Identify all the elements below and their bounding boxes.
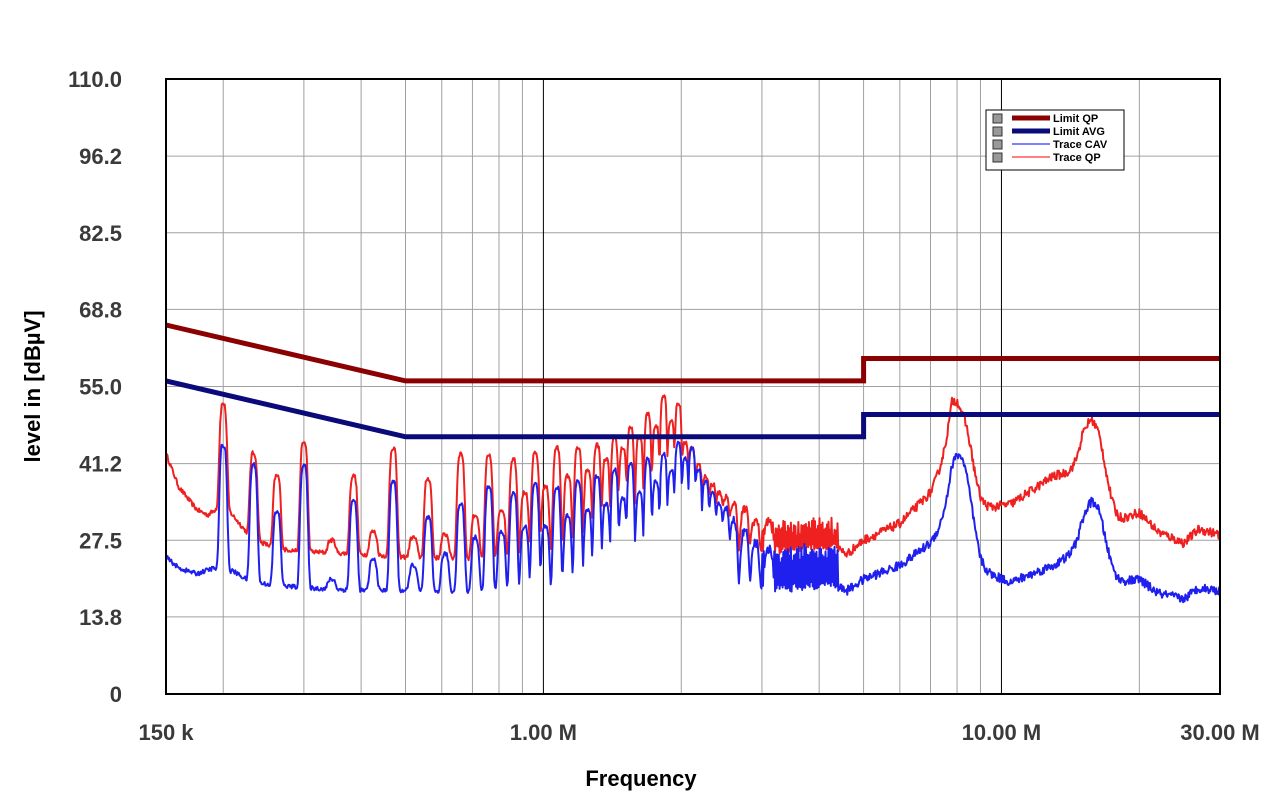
y-tick-label: 0	[110, 682, 122, 707]
x-tick-label: 10.00 M	[962, 720, 1042, 745]
y-tick-label: 110.0	[68, 67, 122, 92]
y-tick-label: 41.2	[79, 452, 122, 477]
y-axis-title: level in [dBµV]	[20, 310, 45, 462]
legend-label: Limit QP	[1053, 113, 1098, 125]
legend-label: Trace CAV	[1053, 139, 1108, 151]
plot-frame	[165, 78, 1221, 695]
legend-label: Trace QP	[1053, 152, 1101, 164]
limit-limit-qp	[165, 322, 1220, 384]
trace-trace-cav	[165, 440, 1221, 604]
legend-checkbox	[992, 113, 1003, 124]
x-axis-title: Frequency	[585, 766, 697, 791]
x-tick-label: 1.00 M	[510, 720, 577, 745]
y-tick-label: 13.8	[79, 605, 122, 630]
x-tick-label: 150 k	[138, 720, 194, 745]
x-axis-ticks: 150 k 1.00 M 10.00 M 30.00 M	[138, 720, 1259, 745]
legend-checkbox	[992, 139, 1003, 150]
limit-layer	[165, 322, 1220, 440]
trace-layer	[165, 394, 1221, 604]
y-tick-label: 82.5	[79, 221, 122, 246]
x-tick-label: 30.00 M	[1180, 720, 1260, 745]
legend-label: Limit AVG	[1053, 126, 1105, 138]
y-tick-label: 96.2	[79, 144, 122, 169]
y-tick-label: 27.5	[79, 528, 122, 553]
legend-checkbox	[992, 126, 1003, 137]
y-tick-label: 55.0	[79, 375, 122, 400]
limit-limit-avg	[165, 378, 1220, 440]
y-axis-ticks: 0 13.8 27.5 41.2 55.0 68.8 82.5 96.2 110.0	[68, 67, 122, 707]
legend-box	[985, 109, 1125, 171]
legend-checkbox	[992, 152, 1003, 163]
y-tick-label: 68.8	[79, 297, 122, 322]
